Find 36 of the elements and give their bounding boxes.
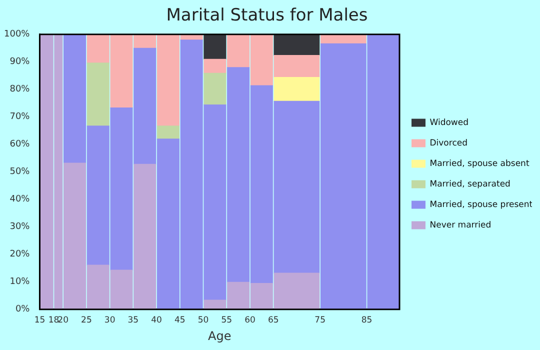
x-tick-label: 55 <box>221 316 232 326</box>
legend-label: Divorced <box>430 138 468 148</box>
x-tick-label: 75 <box>314 316 326 326</box>
x-axis-title: Age <box>208 328 232 343</box>
x-tick-label: 45 <box>174 316 186 326</box>
legend-label: Married, spouse absent <box>430 158 530 169</box>
y-tick-label: 40% <box>10 194 30 205</box>
legend-label: Never married <box>430 220 492 230</box>
legend-label: Married, separated <box>430 179 510 190</box>
y-tick-label: 10% <box>10 277 30 288</box>
bar <box>204 72 226 106</box>
x-tick-label: 30 <box>104 316 116 326</box>
y-tick-label: 50% <box>10 167 30 178</box>
bar <box>156 126 180 140</box>
legend-label: Widowed <box>430 118 469 128</box>
y-tick-label: 30% <box>10 222 30 232</box>
x-tick-label: 50 <box>198 316 209 326</box>
y-tick-label: 80% <box>10 84 30 95</box>
y-tick-label: 70% <box>10 112 30 122</box>
bar <box>274 76 320 102</box>
y-tick-label: 90% <box>10 57 30 68</box>
y-tick-label: 0% <box>15 304 30 315</box>
x-tick-label: 65 <box>268 316 279 326</box>
y-tick-label: 60% <box>10 140 30 150</box>
x-tick-label: 60 <box>244 316 256 326</box>
y-tick-label: 100% <box>4 30 30 40</box>
x-tick-label: 40 <box>151 316 162 326</box>
chart-title: Marital Status for Males <box>166 6 368 26</box>
x-tick-label: 85 <box>361 316 372 326</box>
x-tick-label: 18 <box>48 316 60 326</box>
x-tick-label: 35 <box>128 316 139 326</box>
x-tick-label: 20 <box>58 316 69 326</box>
y-tick-label: 20% <box>10 250 30 260</box>
x-tick-label: 25 <box>81 316 92 326</box>
bar <box>86 62 110 126</box>
x-tick-label: 15 <box>34 316 46 326</box>
